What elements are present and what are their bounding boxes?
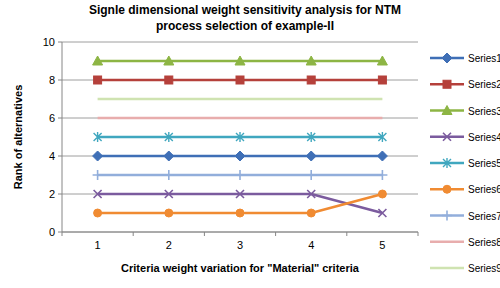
data-point xyxy=(306,170,316,180)
legend-label: Series3 xyxy=(468,106,500,117)
series-line xyxy=(98,117,383,120)
data-point xyxy=(94,76,102,84)
legend-marker xyxy=(443,80,451,88)
legend-label: Series6 xyxy=(468,184,500,195)
data-point xyxy=(377,170,387,180)
data-point xyxy=(307,209,315,217)
x-axis xyxy=(62,232,418,233)
data-point xyxy=(94,190,102,198)
legend-label: Series8 xyxy=(468,237,500,248)
data-point xyxy=(236,209,244,217)
data-point xyxy=(93,56,103,65)
data-point xyxy=(236,190,244,198)
data-point xyxy=(377,151,387,161)
x-tick-label: 1 xyxy=(95,239,101,251)
grid-line xyxy=(62,118,418,119)
legend-line xyxy=(430,241,464,244)
data-point xyxy=(93,170,103,180)
y-tick xyxy=(58,232,62,233)
title: process selection of example-II xyxy=(156,19,334,33)
data-point xyxy=(307,76,315,84)
y-tick-label: 2 xyxy=(49,188,55,200)
y-tick xyxy=(58,118,62,119)
data-point xyxy=(164,56,174,65)
data-point xyxy=(307,190,315,198)
legend-marker xyxy=(442,53,452,63)
title: Signle dimensional weight sensitivity an… xyxy=(89,3,401,17)
x-tick xyxy=(275,232,276,236)
data-point xyxy=(378,209,386,217)
plot-area xyxy=(93,56,388,217)
data-point xyxy=(235,170,245,180)
x-tick xyxy=(62,232,63,236)
data-point xyxy=(377,56,387,65)
x-tick xyxy=(418,232,419,236)
series-line xyxy=(98,98,383,101)
x-axis-label: Criteria weight variation for "Material"… xyxy=(121,262,360,274)
data-point xyxy=(306,151,316,161)
y-tick xyxy=(58,194,62,195)
x-tick-label: 5 xyxy=(379,239,385,251)
y-tick-label: 6 xyxy=(49,112,55,124)
grid-line xyxy=(62,232,418,233)
legend-line xyxy=(430,267,464,270)
data-point xyxy=(164,151,174,161)
data-point xyxy=(378,132,386,142)
x-tick-label: 4 xyxy=(308,239,314,251)
data-point xyxy=(236,132,244,142)
data-point xyxy=(236,76,244,84)
legend-marker xyxy=(442,211,452,221)
x-tick-label: 3 xyxy=(237,239,243,251)
legend-label: Series1 xyxy=(468,53,500,64)
y-tick-label: 4 xyxy=(49,150,55,162)
y-tick-label: 8 xyxy=(49,74,55,86)
data-point xyxy=(378,190,386,198)
data-point xyxy=(93,151,103,161)
data-point xyxy=(94,132,102,142)
data-point xyxy=(307,132,315,142)
y-tick-label: 10 xyxy=(43,36,55,48)
data-point xyxy=(165,209,173,217)
y-tick xyxy=(58,156,62,157)
legend-marker xyxy=(443,133,451,141)
legend-label: Series9 xyxy=(468,263,500,274)
data-point xyxy=(165,132,173,142)
legend-label: Series5 xyxy=(468,158,500,169)
x-tick-label: 2 xyxy=(166,239,172,251)
data-point xyxy=(306,56,316,65)
y-tick xyxy=(58,80,62,81)
chart: Signle dimensional weight sensitivity an… xyxy=(0,0,500,288)
x-tick xyxy=(346,232,347,236)
data-point xyxy=(378,76,386,84)
data-point xyxy=(164,170,174,180)
legend-marker xyxy=(442,106,452,115)
y-axis-label: Rank of alternatives xyxy=(12,85,24,190)
x-tick xyxy=(133,232,134,236)
y-tick xyxy=(58,42,62,43)
data-point xyxy=(165,76,173,84)
y-tick-label: 0 xyxy=(49,226,55,238)
legend-marker xyxy=(443,158,451,168)
data-point xyxy=(235,151,245,161)
data-point xyxy=(235,56,245,65)
grid-line xyxy=(62,42,418,43)
legend-marker xyxy=(443,185,451,193)
data-point xyxy=(94,209,102,217)
legend-label: Series2 xyxy=(468,79,500,90)
data-point xyxy=(165,190,173,198)
legend: Series1 Series2 Series3 Series4 Series5 Serie… xyxy=(430,53,500,274)
legend-label: Series7 xyxy=(468,211,500,222)
y-axis xyxy=(62,42,63,232)
legend-label: Series4 xyxy=(468,132,500,143)
x-tick xyxy=(204,232,205,236)
background xyxy=(0,0,500,288)
